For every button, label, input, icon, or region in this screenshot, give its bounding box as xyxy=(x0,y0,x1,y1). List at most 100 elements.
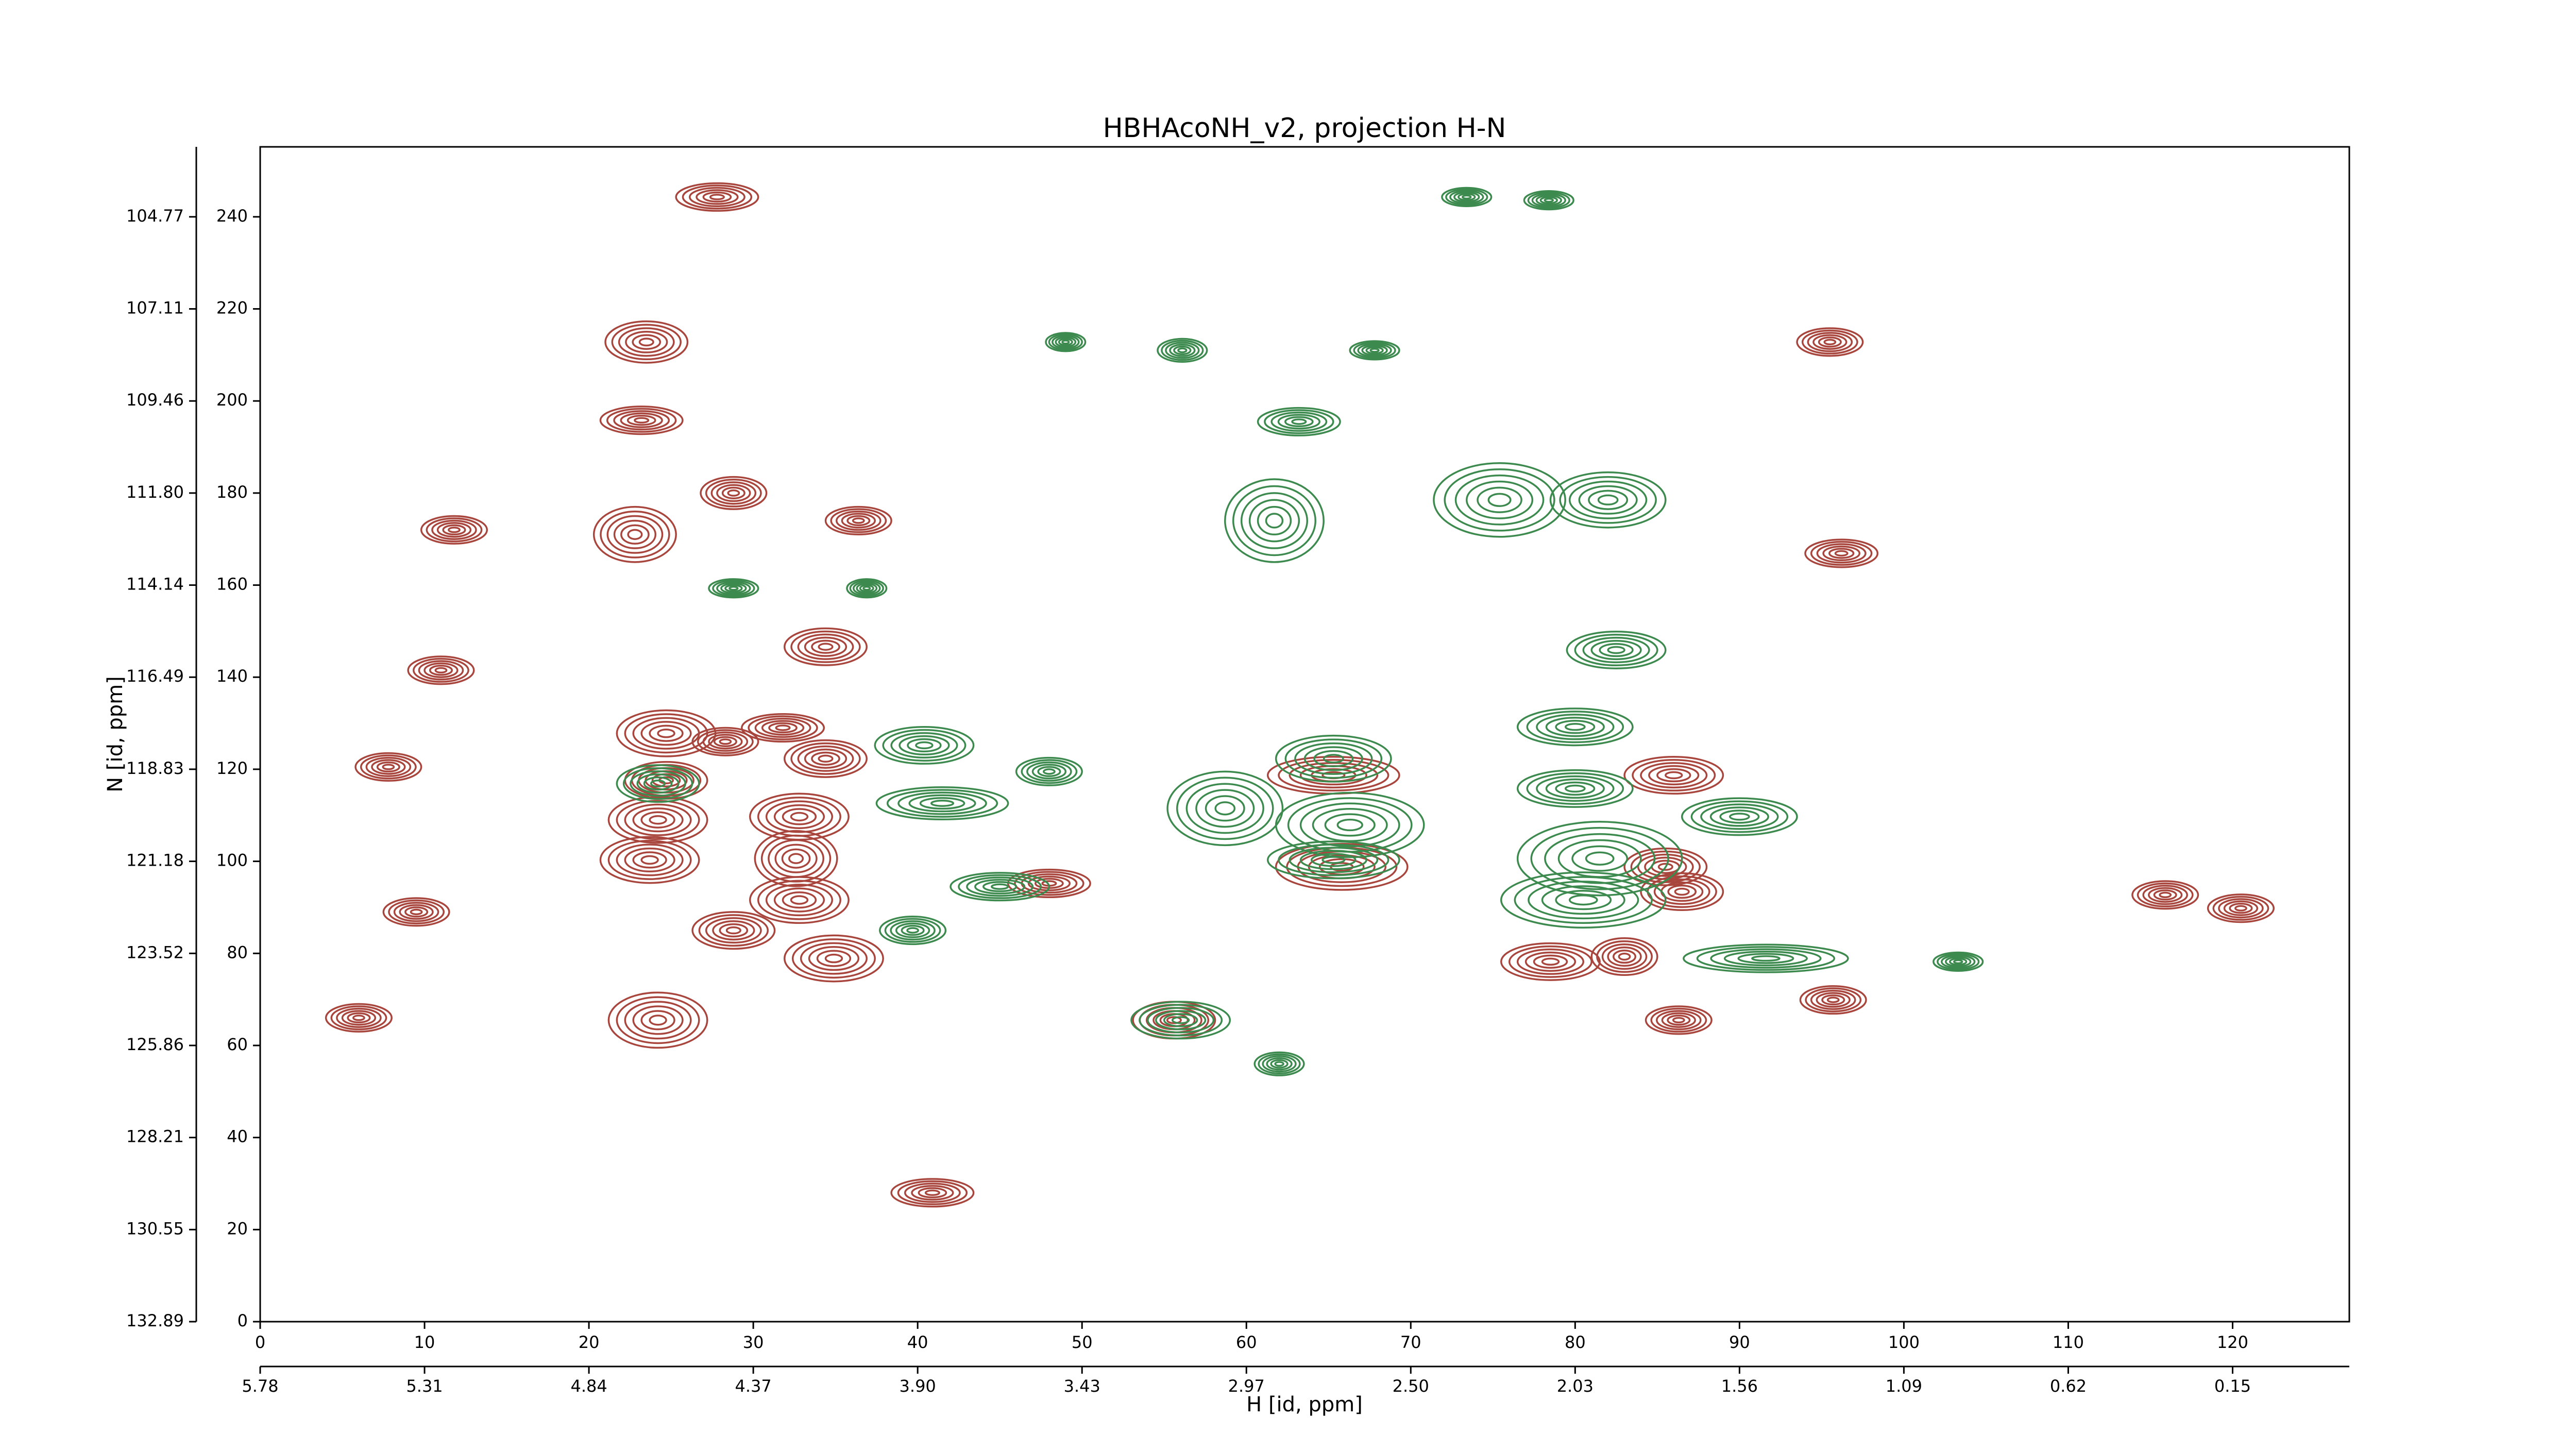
contour-peak xyxy=(1656,768,1691,783)
contour-peak xyxy=(781,848,811,869)
contour-peak xyxy=(1937,953,1980,970)
contour-peak xyxy=(1214,801,1236,816)
contour-peak xyxy=(1812,334,1848,350)
contour-peak xyxy=(1045,332,1087,352)
contour-peak xyxy=(1582,636,1650,664)
contour-peak xyxy=(1564,784,1586,793)
contour-peak xyxy=(811,751,840,766)
contour-peak xyxy=(919,797,965,810)
contour-peak xyxy=(1173,345,1192,356)
contour-peak xyxy=(804,636,848,657)
contour-peak xyxy=(1541,885,1625,915)
contour-peak xyxy=(360,754,417,780)
contour-peak xyxy=(705,917,762,944)
contour-peak xyxy=(774,843,818,873)
contour-peak xyxy=(818,643,834,651)
contour-peak xyxy=(2142,885,2188,905)
contour-peak xyxy=(632,807,684,833)
contour-peak xyxy=(1650,1007,1707,1033)
contour-peak xyxy=(611,324,682,361)
contour-peak xyxy=(915,741,934,750)
contour-peak xyxy=(1710,948,1822,969)
contour-peak xyxy=(429,665,453,676)
contour-peak xyxy=(606,408,677,433)
x2-tick-label: 3.43 xyxy=(1064,1376,1100,1396)
y-tick-label: 140 xyxy=(216,666,248,686)
contour-peak xyxy=(1277,414,1320,430)
contour-peak xyxy=(830,508,887,533)
contour-peak xyxy=(1321,856,1346,864)
contour-peak xyxy=(859,584,874,593)
contour-peak xyxy=(1933,951,1984,972)
contour-peak xyxy=(716,484,751,502)
contour-peak xyxy=(728,586,739,591)
contour-peak xyxy=(790,895,809,905)
contour-peak xyxy=(399,904,434,920)
contour-peak xyxy=(1945,956,1972,968)
contour-peak xyxy=(897,791,987,815)
contour-peak xyxy=(974,879,1026,895)
contour-peak xyxy=(1224,478,1325,563)
contour-peak xyxy=(818,754,834,763)
contour-peak xyxy=(1361,345,1388,356)
contour-peak xyxy=(1549,471,1667,529)
contour-peak xyxy=(1623,756,1724,795)
contour-peak xyxy=(1021,759,1078,784)
contour-peak xyxy=(1683,943,1849,973)
contour-peak xyxy=(1294,742,1373,775)
contour-peak xyxy=(1696,946,1836,971)
y2-tick-label: 109.46 xyxy=(126,390,184,410)
contour-peak xyxy=(649,1015,667,1026)
contour-peak xyxy=(691,727,759,756)
contour-peak xyxy=(347,1012,371,1024)
contour-peak xyxy=(1826,997,1840,1003)
contour-peak xyxy=(434,667,448,674)
y2-tick-label: 130.55 xyxy=(126,1219,184,1238)
contour-peak xyxy=(697,729,754,754)
contour-peak xyxy=(1264,409,1334,434)
contour-peak xyxy=(1545,778,1605,799)
contour-peak xyxy=(650,779,666,788)
contour-peak xyxy=(800,942,868,975)
contour-peak xyxy=(862,586,871,591)
contour-peak xyxy=(1590,639,1642,661)
contour-peak xyxy=(1454,474,1545,526)
contour-peak xyxy=(1536,775,1615,802)
contour-peak xyxy=(1640,762,1708,789)
contour-peak xyxy=(632,334,662,350)
contour-peak xyxy=(2148,887,2183,903)
contour-peak xyxy=(1487,493,1512,507)
contour-peak xyxy=(1545,717,1605,737)
contour-peak xyxy=(2207,893,2275,923)
contour-peak xyxy=(748,715,818,740)
contour-peak xyxy=(1161,340,1204,361)
contour-peak xyxy=(1530,826,1669,890)
contour-peak xyxy=(882,729,967,762)
contour-peak xyxy=(2131,880,2199,910)
contour-peak xyxy=(1508,945,1592,978)
contour-peak xyxy=(1130,1001,1231,1040)
y2-tick-label: 111.80 xyxy=(126,482,184,502)
contour-peak xyxy=(1539,196,1558,205)
contour-peak xyxy=(724,584,743,593)
contour-peak xyxy=(741,713,825,743)
contour-peak xyxy=(1253,1051,1305,1076)
contour-peak xyxy=(1601,943,1648,970)
contour-peak xyxy=(1177,347,1188,353)
contour-peak xyxy=(1441,187,1493,208)
y-tick-label: 220 xyxy=(216,298,248,317)
contour-peak xyxy=(884,918,941,943)
contour-peak xyxy=(727,489,740,497)
contour-peak xyxy=(2218,898,2264,919)
contour-peak xyxy=(2229,903,2253,914)
contour-peak xyxy=(649,724,684,742)
contour-peak xyxy=(1566,631,1667,669)
contour-peak xyxy=(388,899,445,924)
y-tick-label: 160 xyxy=(216,575,248,594)
contour-peak xyxy=(990,883,1009,890)
contour-peak xyxy=(1667,884,1697,899)
chart-title: HBHAcoNH_v2, projection H-N xyxy=(1103,113,1506,144)
contour-peak xyxy=(620,524,650,545)
contour-peak xyxy=(890,732,958,759)
contour-peak xyxy=(1445,188,1488,206)
